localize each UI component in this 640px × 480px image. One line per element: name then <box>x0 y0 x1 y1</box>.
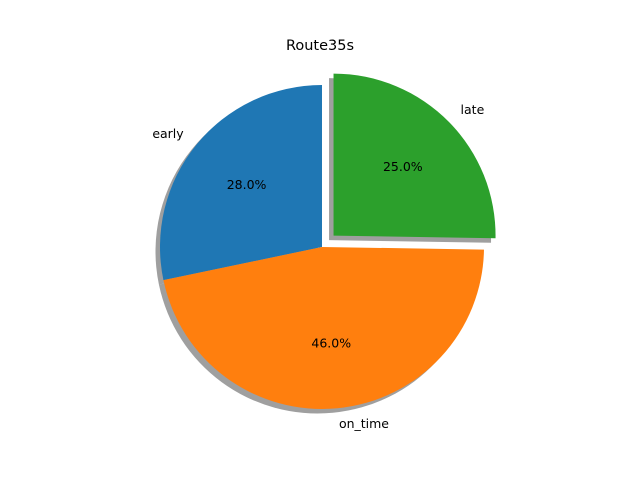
slice-percent-early: 28.0% <box>227 177 267 192</box>
chart-title: Route35s <box>286 38 354 54</box>
pie-slices <box>160 73 496 410</box>
slice-label-on_time: on_time <box>339 416 389 431</box>
pie-slice-late <box>333 73 496 239</box>
slice-label-early: early <box>152 126 184 141</box>
slice-percent-late: 25.0% <box>383 159 423 174</box>
slice-percent-on_time: 46.0% <box>311 335 351 350</box>
pie-slice-on_time <box>163 247 484 410</box>
pie-slice-early <box>160 85 322 281</box>
slice-label-late: late <box>461 102 485 117</box>
slice-labels: early 28.0% on_time 46.0% late 25.0% <box>152 102 484 431</box>
